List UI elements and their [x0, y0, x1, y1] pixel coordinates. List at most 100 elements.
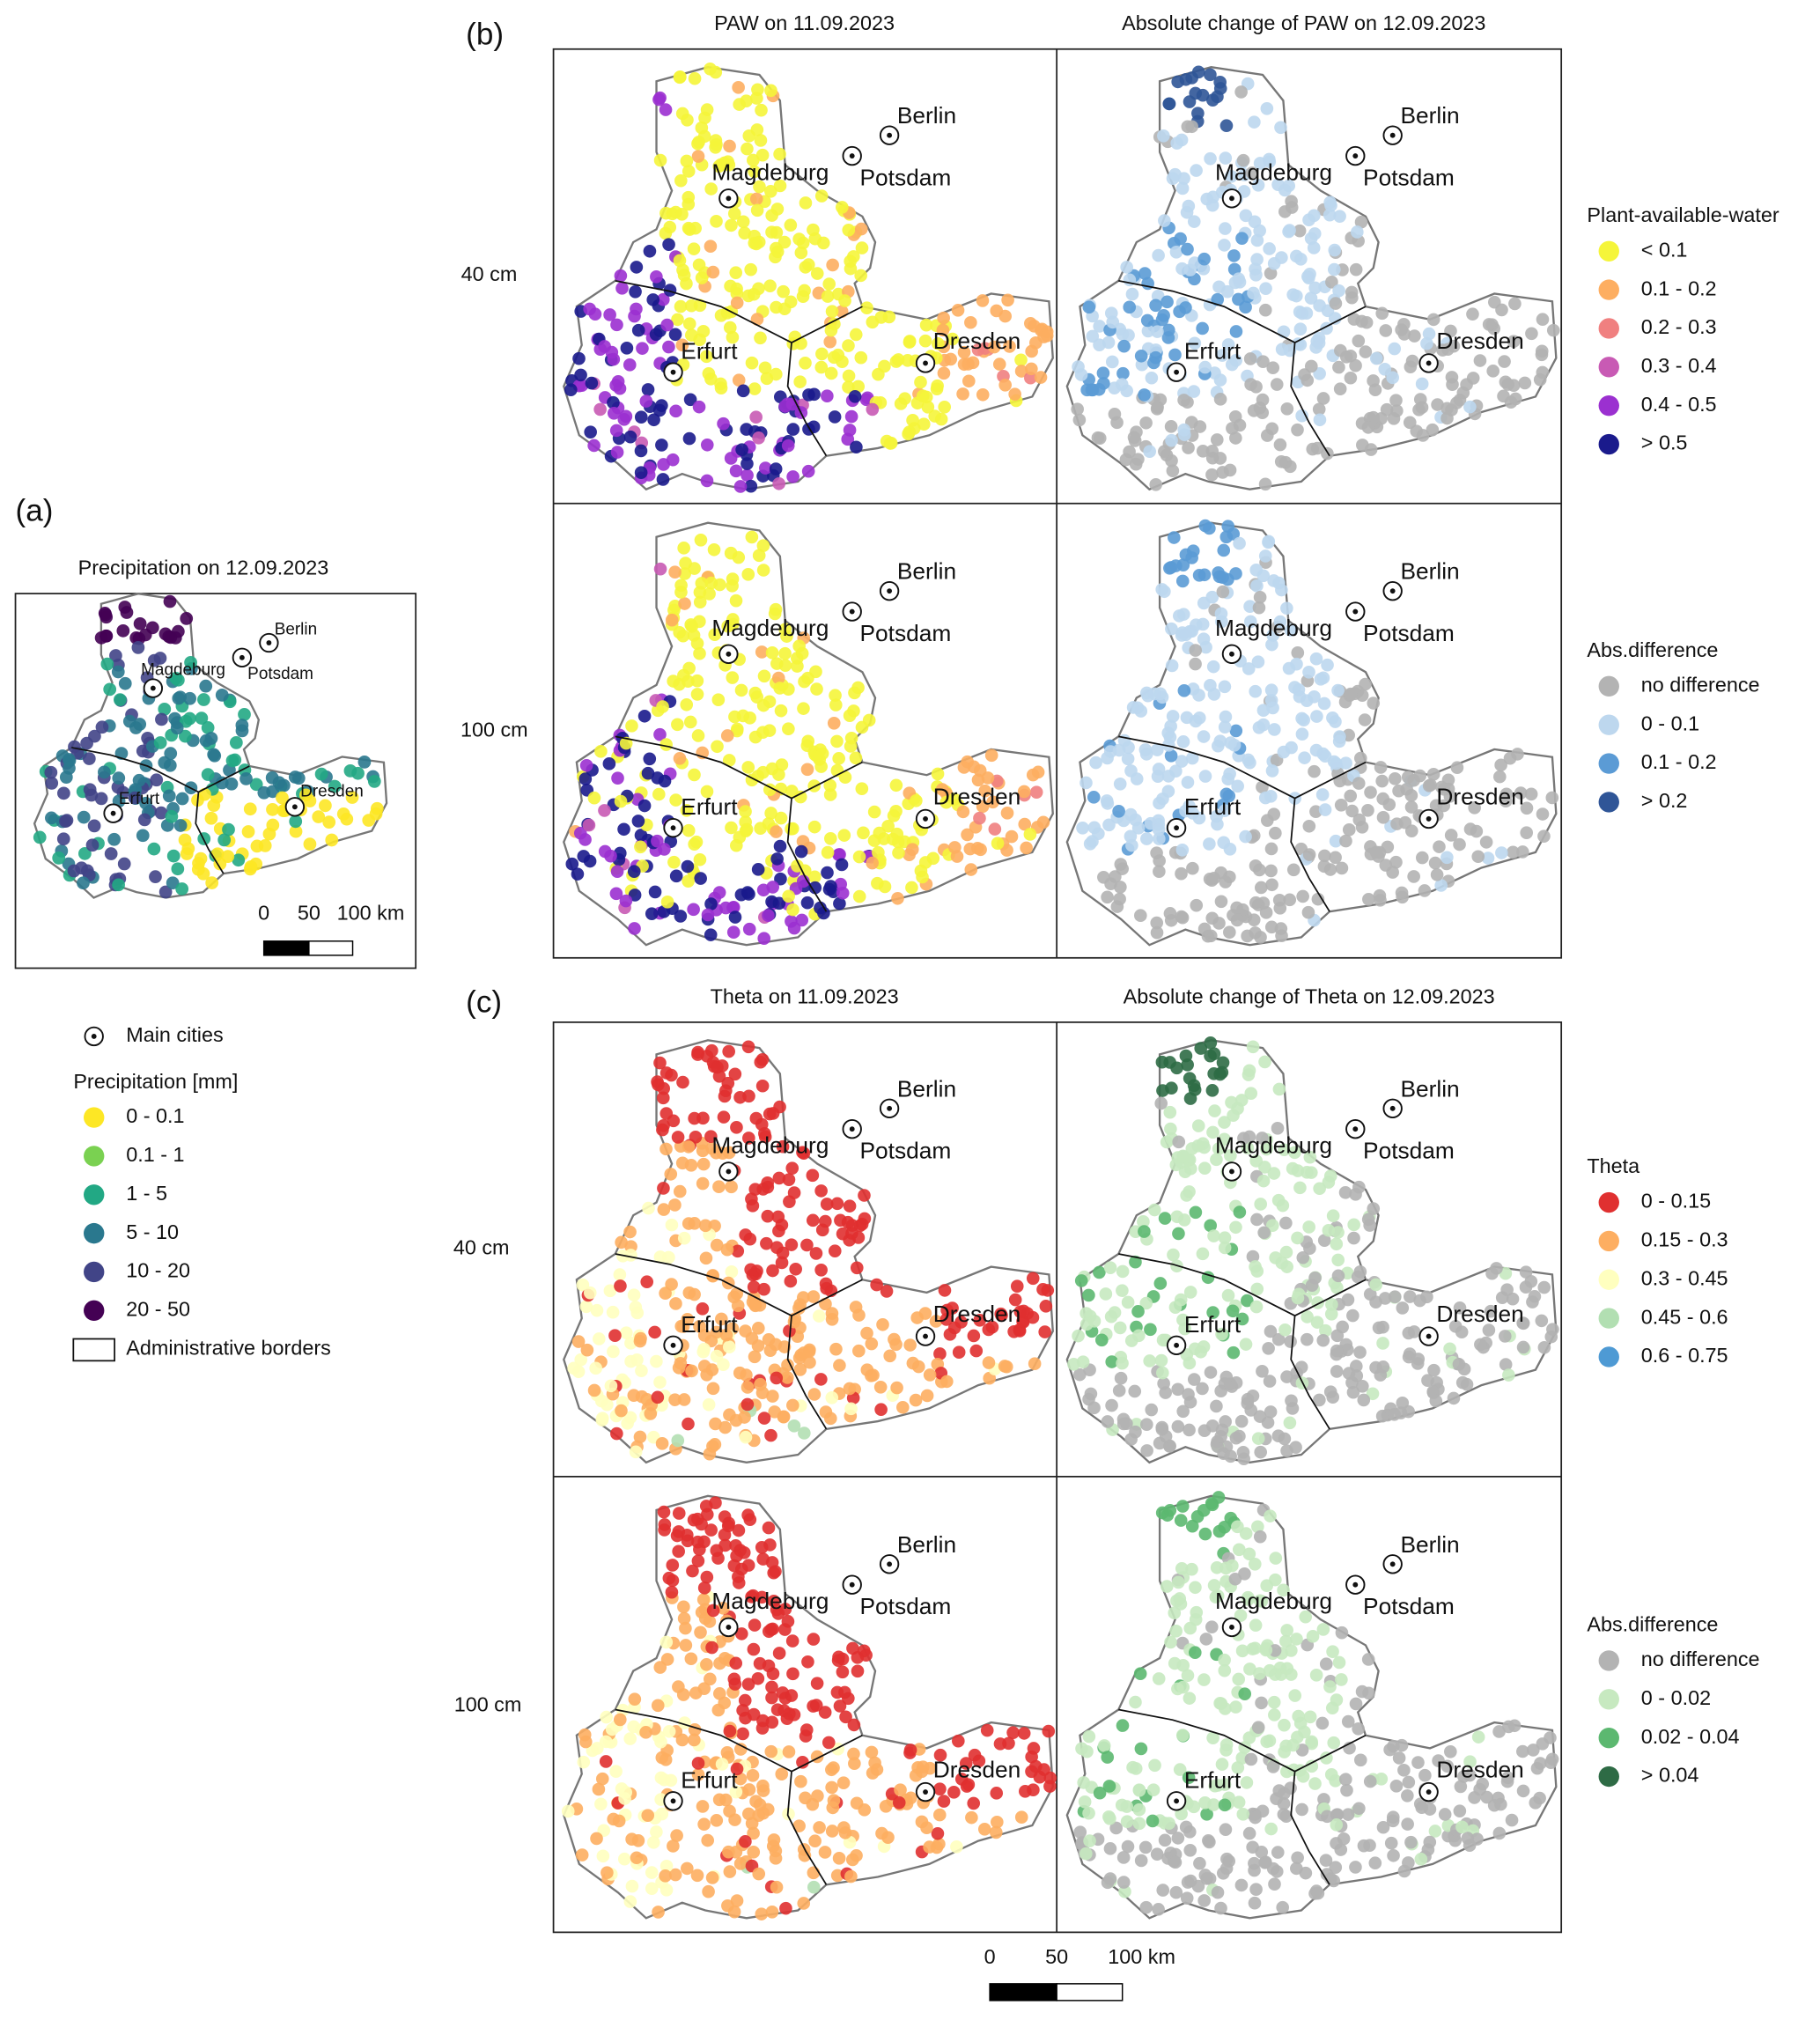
station-dot: [1242, 1826, 1256, 1840]
station-dot: [1116, 862, 1130, 875]
station-dot: [1166, 710, 1180, 723]
station-dot: [1206, 1731, 1219, 1744]
city-label: Magdeburg: [711, 1588, 829, 1614]
station-dot: [1101, 1751, 1115, 1764]
station-dot: [988, 822, 1002, 836]
city-label: Magdeburg: [711, 1132, 829, 1159]
station-dot: [1256, 569, 1271, 583]
station-dot: [1176, 1659, 1190, 1672]
station-dot: [664, 1168, 678, 1181]
station-dot: [806, 1213, 820, 1227]
station-dot: [1096, 366, 1110, 380]
station-dot: [723, 321, 737, 335]
station-dot: [1388, 342, 1402, 356]
station-dot: [730, 296, 744, 310]
station-dot: [852, 889, 866, 903]
station-dot: [1132, 1783, 1146, 1797]
station-dot: [1200, 1808, 1213, 1821]
station-dot: [1151, 325, 1164, 338]
station-dot: [830, 1197, 844, 1211]
station-dot: [1480, 1790, 1493, 1804]
legend-label: < 0.1: [1641, 238, 1688, 261]
station-dot: [1294, 1360, 1308, 1374]
station-dot: [604, 1379, 618, 1393]
station-dot: [659, 1286, 672, 1301]
station-dot: [1179, 548, 1193, 562]
station-dot: [1219, 119, 1234, 133]
legend-label: no difference: [1641, 674, 1760, 697]
station-dot: [204, 811, 218, 825]
station-dot: [1123, 300, 1137, 314]
station-dot: [691, 150, 705, 163]
city-label: Berlin: [1400, 1075, 1459, 1102]
station-dot: [867, 834, 881, 847]
station-dot: [1482, 318, 1496, 331]
station-dot: [1401, 770, 1415, 784]
station-dot: [1415, 377, 1429, 391]
station-dot: [1170, 1210, 1184, 1224]
station-dot: [719, 901, 733, 915]
station-dot: [627, 865, 641, 879]
station-dot: [303, 794, 317, 807]
station-dot: [668, 328, 682, 342]
station-dot: [1378, 1292, 1392, 1305]
station-dot: [1025, 1750, 1038, 1764]
legend-swatch: [1598, 753, 1619, 774]
station-dot: [1128, 1384, 1142, 1398]
station-dot: [824, 323, 838, 337]
station-dot: [797, 1897, 811, 1910]
station-dot: [1177, 428, 1191, 442]
station-dot: [630, 1353, 644, 1367]
station-dot: [1256, 1132, 1269, 1145]
station-dot: [808, 881, 822, 895]
station-dot: [795, 913, 809, 927]
station-dot: [1239, 1338, 1253, 1351]
station-dot: [843, 424, 857, 437]
station-dot: [215, 688, 229, 702]
station-dot: [1256, 393, 1270, 407]
station-dot: [1295, 409, 1308, 423]
station-dot: [1250, 1213, 1264, 1227]
station-dot: [1397, 328, 1411, 341]
station-dot: [825, 1312, 839, 1326]
station-dot: [1243, 756, 1256, 770]
city-label: Potsdam: [1363, 1137, 1455, 1163]
station-dot: [1173, 1592, 1187, 1605]
city-label: Magdeburg: [1215, 1588, 1332, 1614]
station-dot: [764, 1428, 777, 1442]
station-dot: [1131, 1305, 1145, 1318]
station-dot: [833, 1699, 847, 1713]
legend-label: 0.1 - 1: [126, 1143, 184, 1166]
station-dot: [756, 1714, 770, 1728]
station-dot: [1507, 845, 1520, 859]
station-dot: [1251, 655, 1265, 669]
station-dot: [1463, 1755, 1477, 1769]
station-dot: [1108, 1306, 1122, 1319]
station-dot: [1341, 1293, 1355, 1307]
station-dot: [328, 779, 342, 793]
station-dot: [1367, 697, 1381, 710]
station-dot: [1165, 453, 1178, 468]
station-dot: [681, 859, 695, 874]
station-dot: [1132, 1817, 1146, 1831]
city-label: Dresden: [933, 328, 1021, 354]
station-dot: [830, 734, 844, 748]
station-dot: [823, 788, 837, 801]
station-dot: [1301, 373, 1315, 387]
station-dot: [1219, 1415, 1232, 1428]
station-dot: [1014, 353, 1028, 367]
station-dot: [800, 763, 814, 777]
station-dot: [688, 768, 701, 782]
station-dot: [857, 826, 870, 840]
station-dot: [1138, 1225, 1151, 1238]
city-symbol: [1229, 651, 1234, 657]
station-dot: [1312, 402, 1326, 417]
station-dot: [1190, 898, 1204, 912]
station-dot: [682, 675, 695, 688]
station-dot: [711, 1703, 726, 1717]
station-dot: [118, 676, 132, 690]
station-dot: [1214, 1384, 1227, 1398]
station-dot: [1267, 256, 1281, 270]
station-dot: [1221, 772, 1235, 786]
station-dot: [637, 799, 652, 813]
